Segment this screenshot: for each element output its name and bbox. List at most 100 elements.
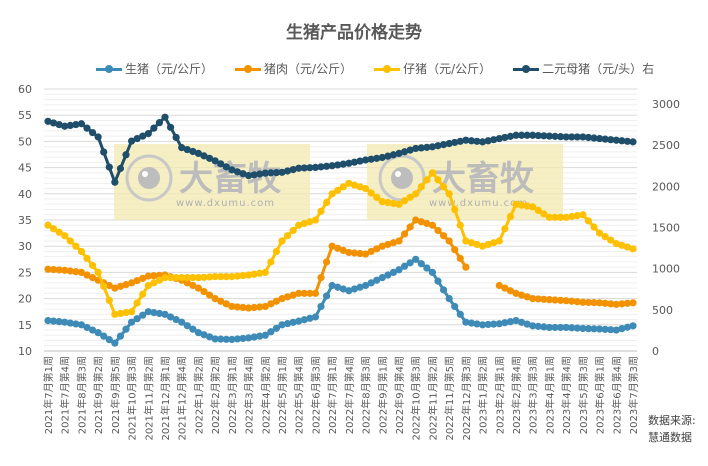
data-point [434, 176, 442, 184]
data-point [495, 237, 503, 245]
data-point [233, 303, 242, 311]
data-point [116, 282, 125, 290]
data-point [361, 250, 370, 258]
data-point [111, 339, 119, 347]
y-axis-right-tick: 1500 [652, 222, 680, 235]
data-point [194, 284, 203, 292]
data-point [261, 302, 269, 311]
data-point [172, 315, 180, 324]
data-point [601, 135, 609, 143]
data-point [495, 281, 503, 290]
data-point [244, 271, 253, 279]
data-point [417, 260, 425, 268]
data-point [116, 332, 125, 340]
x-axis-tick: 2022年4月第2周 [259, 356, 272, 434]
data-point [389, 268, 398, 276]
data-point [306, 289, 314, 297]
x-axis-tick: 2021年9月第2周 [92, 356, 105, 434]
data-point [373, 154, 381, 162]
data-point [228, 166, 236, 174]
x-axis-tick: 2023年5月第3周 [577, 356, 590, 434]
data-point [250, 270, 258, 278]
data-point [295, 317, 303, 325]
data-point [490, 320, 498, 328]
data-point [462, 237, 470, 245]
data-point [590, 134, 598, 142]
data-point [545, 296, 554, 304]
data-point [389, 151, 398, 159]
data-point [356, 183, 364, 191]
data-point [267, 258, 275, 266]
data-point [328, 162, 336, 170]
legend-line-marker-icon [235, 63, 262, 75]
data-point [328, 281, 336, 290]
data-point [267, 169, 275, 177]
x-axis-tick: 2021年7月第4周 [59, 356, 72, 434]
data-point [122, 151, 130, 159]
data-point [607, 326, 615, 334]
data-point [300, 316, 308, 324]
x-axis-tick: 2021年9月第5周 [109, 356, 122, 434]
data-point [590, 299, 598, 307]
data-point [295, 289, 303, 297]
y-axis-left-tick: 30 [18, 240, 32, 253]
y-axis-left-tick: 20 [18, 293, 32, 306]
legend-label: 仔猪（元/公斤） [403, 62, 492, 76]
data-point [55, 266, 63, 274]
data-point [322, 292, 331, 300]
data-point [267, 328, 275, 336]
data-point [322, 258, 331, 266]
data-point [417, 218, 425, 226]
legend-line-marker-icon [96, 63, 122, 75]
data-point [623, 137, 632, 145]
y-axis-left-tick: 25 [18, 266, 32, 279]
data-point [428, 143, 437, 151]
series-0 [44, 255, 637, 347]
data-point [161, 274, 169, 282]
source-label: 数据来源: [648, 414, 696, 427]
data-point [478, 138, 487, 146]
data-point [155, 119, 164, 127]
data-point [423, 219, 431, 228]
data-point [423, 176, 431, 184]
data-point [445, 139, 453, 148]
data-point [428, 169, 437, 177]
legend-label: 二元母猪（元/头）右 [542, 62, 655, 76]
data-point [256, 303, 264, 311]
data-point [534, 131, 542, 140]
data-point [512, 289, 520, 297]
data-point [384, 271, 392, 279]
data-point [233, 168, 242, 176]
data-point [272, 324, 281, 332]
legend-item-piglet: 仔猪（元/公斤） [374, 60, 491, 77]
data-point [618, 325, 626, 333]
y-axis-left-tick: 55 [18, 109, 32, 122]
data-point [367, 155, 375, 163]
data-point [540, 132, 548, 140]
data-point [178, 318, 186, 326]
data-point [612, 136, 620, 144]
data-point [568, 133, 576, 141]
legend-label: 生猪（元/公斤） [125, 62, 214, 76]
data-point [161, 113, 169, 121]
data-point [127, 318, 136, 326]
data-point [512, 131, 520, 139]
data-point [573, 133, 581, 141]
data-point [412, 255, 420, 263]
legend-item-live-hog: 生猪（元/公斤） [96, 60, 213, 77]
data-point [105, 163, 113, 171]
data-point [88, 326, 97, 334]
data-point [473, 137, 481, 145]
data-point [289, 165, 297, 174]
data-point [384, 240, 392, 249]
data-point [573, 324, 581, 332]
data-point [378, 242, 386, 250]
data-point [44, 117, 52, 125]
data-point [111, 178, 119, 186]
data-point [49, 317, 58, 325]
data-point [111, 310, 119, 318]
data-point [222, 335, 230, 343]
data-point [445, 237, 453, 245]
data-point [183, 274, 191, 282]
data-point [205, 273, 214, 281]
